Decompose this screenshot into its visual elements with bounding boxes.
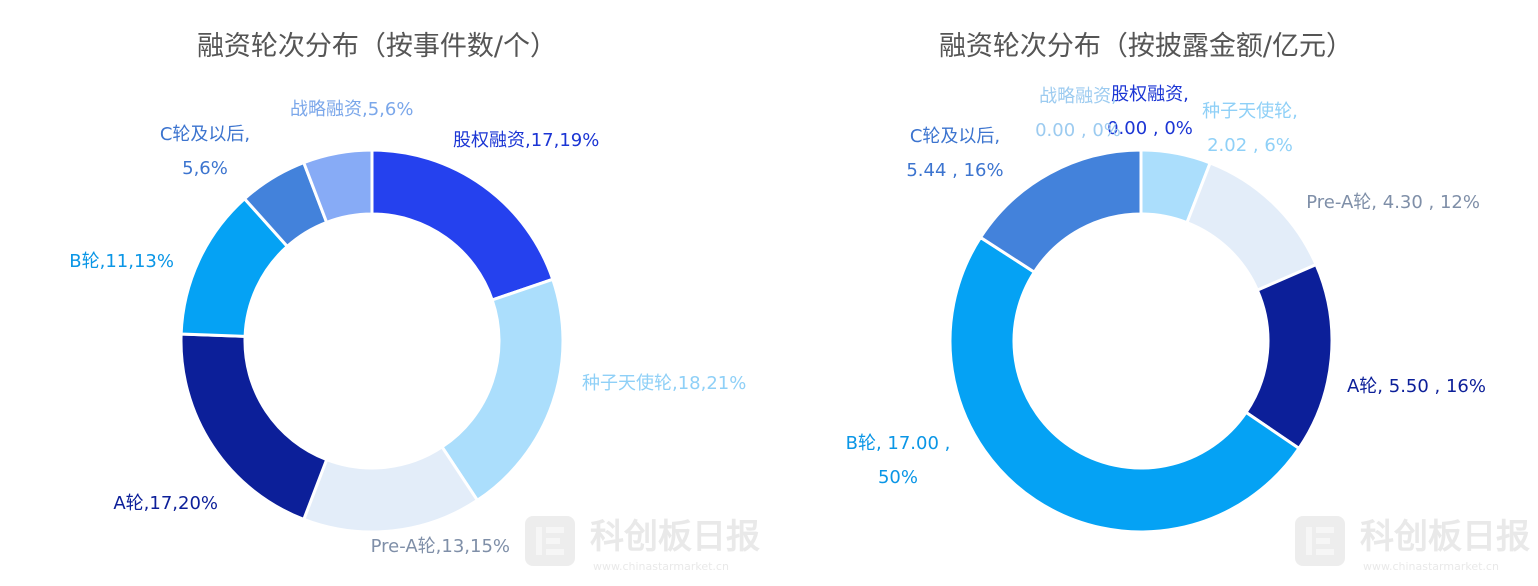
donut-slice: [439, 277, 565, 503]
slice-label-line: 50%: [878, 467, 918, 488]
slice-label-line: 0.00 , 0%: [1035, 120, 1121, 141]
slice-label-line: B轮, 17.00 ,: [846, 433, 951, 454]
donut-right: [948, 148, 1334, 534]
slice-label-line: 战略融资,5,6%: [290, 99, 413, 120]
slice-label-line: 战略融资,: [1039, 86, 1117, 107]
slice-label: 股权融资,17,19%: [453, 130, 599, 151]
slice-label-line: B轮,11,13%: [69, 251, 174, 272]
chart-right: 融资轮次分布（按披露金额/亿元） 股权融资, 0.00 , 0% 种子天使轮, 2.0…: [846, 31, 1486, 534]
slice-label: A轮, 5.50 , 16%: [1347, 376, 1486, 397]
slice-label: A轮,17,20%: [113, 493, 218, 514]
slice-label: C轮及以后, 5,6%: [160, 124, 250, 179]
slice-label-line: C轮及以后,: [160, 124, 250, 145]
watermark-logo-icon: [1295, 516, 1345, 566]
watermark-right: 科创板日报 www.chinastarmarket.cn: [1295, 516, 1530, 573]
chart-left: 融资轮次分布（按事件数/个） 股权融资,17,19% 种子天使轮,18,21% Pr…: [69, 31, 746, 557]
slice-label: B轮, 17.00 , 50%: [846, 433, 951, 488]
watermark-left: 科创板日报 www.chinastarmarket.cn: [525, 516, 760, 573]
donut-slice: [1185, 161, 1319, 293]
slice-label: Pre-A轮,13,15%: [371, 536, 510, 557]
slice-label-line: C轮及以后,: [910, 126, 1000, 147]
slice-label: 种子天使轮, 2.02 , 6%: [1202, 101, 1298, 156]
donut-slice: [948, 235, 1302, 534]
watermark-url: www.chinastarmarket.cn: [593, 560, 729, 573]
watermark-brand: 科创板日报: [590, 517, 760, 557]
slice-label-line: 股权融资,17,19%: [453, 130, 599, 151]
slice-label: 种子天使轮,18,21%: [582, 373, 746, 394]
slice-label-line: A轮, 5.50 , 16%: [1347, 376, 1486, 397]
slice-label: 股权融资, 0.00 , 0%: [1107, 84, 1193, 139]
donut-slice: [978, 148, 1143, 275]
slice-label: 战略融资, 0.00 , 0%: [1035, 86, 1121, 141]
chart-title-right: 融资轮次分布（按披露金额/亿元）: [939, 31, 1353, 62]
labels-right: 股权融资, 0.00 , 0% 种子天使轮, 2.02 , 6% Pre-A轮, 4.3…: [846, 84, 1486, 488]
slice-label-line: Pre-A轮,13,15%: [371, 536, 510, 557]
slice-label-line: 5,6%: [182, 158, 228, 179]
slice-label-line: 0.00 , 0%: [1107, 118, 1193, 139]
donut-slice: [370, 148, 555, 302]
slice-label-line: 5.44 , 16%: [906, 160, 1003, 181]
watermark-url: www.chinastarmarket.cn: [1363, 560, 1499, 573]
slice-label: C轮及以后, 5.44 , 16%: [906, 126, 1003, 181]
slice-label-line: 2.02 , 6%: [1207, 135, 1293, 156]
slice-label: B轮,11,13%: [69, 251, 174, 272]
slice-label: 战略融资,5,6%: [290, 99, 413, 120]
labels-left: 股权融资,17,19% 种子天使轮,18,21% Pre-A轮,13,15% A轮,1…: [69, 99, 746, 557]
slice-label-line: 股权融资,: [1111, 84, 1189, 105]
chart-title-left: 融资轮次分布（按事件数/个）: [197, 31, 557, 62]
watermark-logo-icon: [525, 516, 575, 566]
slice-label: Pre-A轮, 4.30 , 12%: [1306, 192, 1480, 213]
donut-slice: [179, 332, 329, 522]
donut-left: [179, 148, 565, 534]
donut-slice: [301, 148, 374, 225]
slice-label-line: A轮,17,20%: [113, 493, 218, 514]
watermark-brand: 科创板日报: [1360, 517, 1530, 557]
donut-slice: [301, 444, 480, 534]
slice-label-line: 种子天使轮,18,21%: [582, 373, 746, 394]
slice-label-line: 种子天使轮,: [1202, 101, 1298, 122]
slice-label-line: Pre-A轮, 4.30 , 12%: [1306, 192, 1480, 213]
